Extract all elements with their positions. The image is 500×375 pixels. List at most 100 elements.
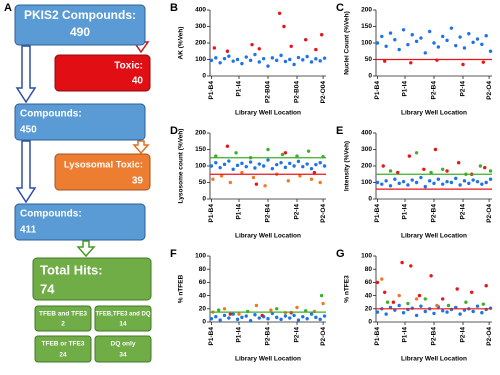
point bbox=[414, 313, 419, 318]
point bbox=[380, 34, 384, 39]
point bbox=[414, 180, 419, 185]
point bbox=[441, 34, 445, 39]
y-tick-label: 300 bbox=[361, 146, 372, 153]
box bbox=[14, 203, 146, 241]
point bbox=[254, 303, 259, 308]
point bbox=[393, 38, 397, 42]
point bbox=[454, 43, 458, 48]
point bbox=[427, 29, 432, 34]
point bbox=[253, 313, 257, 317]
point bbox=[391, 300, 396, 304]
point bbox=[266, 64, 270, 68]
box bbox=[54, 153, 151, 191]
point bbox=[321, 301, 325, 306]
y-tick-label: 20 bbox=[365, 306, 373, 313]
point bbox=[419, 304, 423, 308]
point bbox=[288, 57, 292, 62]
point bbox=[384, 44, 388, 48]
point bbox=[422, 167, 426, 171]
box bbox=[34, 335, 92, 363]
point bbox=[209, 58, 214, 63]
point bbox=[248, 58, 253, 63]
point bbox=[257, 162, 261, 166]
point bbox=[445, 169, 449, 173]
point bbox=[471, 178, 475, 182]
panel-label: F bbox=[170, 248, 177, 260]
point bbox=[462, 46, 467, 50]
point bbox=[235, 163, 240, 168]
y-axis-label: AK (%Veh) bbox=[178, 27, 185, 60]
point bbox=[445, 38, 449, 43]
x-tick-label: P2-O4 bbox=[486, 81, 493, 100]
point bbox=[314, 315, 318, 320]
point bbox=[214, 154, 218, 158]
point bbox=[419, 36, 423, 40]
point bbox=[432, 311, 436, 316]
point bbox=[309, 60, 314, 64]
point bbox=[289, 44, 293, 48]
point bbox=[423, 309, 427, 314]
point bbox=[292, 164, 296, 168]
point bbox=[406, 42, 410, 47]
point bbox=[318, 180, 322, 185]
point bbox=[211, 177, 215, 181]
x-tick-label: P2-B4 bbox=[431, 81, 438, 100]
point bbox=[222, 307, 227, 311]
y-axis-label: % nTFE3 bbox=[344, 275, 351, 303]
point bbox=[225, 144, 230, 148]
point bbox=[429, 170, 433, 175]
x-tick-label: P2-O4 bbox=[320, 327, 327, 346]
point bbox=[471, 40, 475, 45]
point bbox=[240, 61, 244, 66]
point bbox=[449, 180, 454, 185]
point bbox=[219, 174, 224, 178]
y-axis-label: Intensity (%Veh) bbox=[344, 141, 351, 191]
point bbox=[464, 300, 468, 304]
point bbox=[480, 42, 484, 47]
point bbox=[388, 169, 393, 173]
y-tick-label: 80 bbox=[199, 266, 207, 273]
point bbox=[432, 41, 436, 45]
point bbox=[381, 164, 385, 168]
point bbox=[475, 304, 480, 308]
point bbox=[214, 161, 218, 165]
point bbox=[222, 162, 227, 167]
point bbox=[384, 179, 388, 183]
x-axis-label: Library Well Location bbox=[401, 356, 467, 363]
point bbox=[385, 300, 390, 304]
y-axis-label: % nTFEB bbox=[178, 274, 185, 303]
point bbox=[322, 314, 327, 318]
box bbox=[34, 305, 92, 332]
x-tick-label: P2-I4 bbox=[294, 327, 301, 343]
point bbox=[480, 182, 484, 186]
point bbox=[228, 180, 232, 185]
y-tick-label: 300 bbox=[195, 23, 206, 30]
point bbox=[322, 56, 327, 60]
point bbox=[481, 60, 485, 64]
point bbox=[296, 318, 301, 322]
x-tick-label: P1-B4 bbox=[374, 204, 381, 223]
x-tick-label: P2-I4 bbox=[294, 204, 301, 220]
point bbox=[397, 303, 401, 308]
box-label: Compounds: bbox=[20, 209, 82, 220]
box-label: Compounds: bbox=[20, 109, 82, 120]
point bbox=[441, 309, 445, 313]
point bbox=[270, 56, 275, 60]
x-tick-label: P2-O04 bbox=[320, 81, 327, 104]
point bbox=[296, 159, 301, 164]
point bbox=[279, 161, 283, 165]
point bbox=[397, 47, 401, 52]
point bbox=[275, 315, 279, 320]
point bbox=[423, 184, 427, 189]
y-tick-label: 200 bbox=[361, 7, 372, 14]
point bbox=[286, 179, 290, 183]
x-tick-label: P2-B04 bbox=[265, 81, 272, 103]
point bbox=[397, 181, 401, 186]
y-tick-label: 100 bbox=[195, 253, 206, 260]
box-label: PKIS2 Compounds: bbox=[24, 8, 136, 22]
point bbox=[322, 164, 327, 168]
point bbox=[483, 165, 487, 170]
point bbox=[419, 175, 423, 180]
point bbox=[209, 164, 214, 168]
x-tick-label: P2-B4 bbox=[431, 327, 438, 346]
